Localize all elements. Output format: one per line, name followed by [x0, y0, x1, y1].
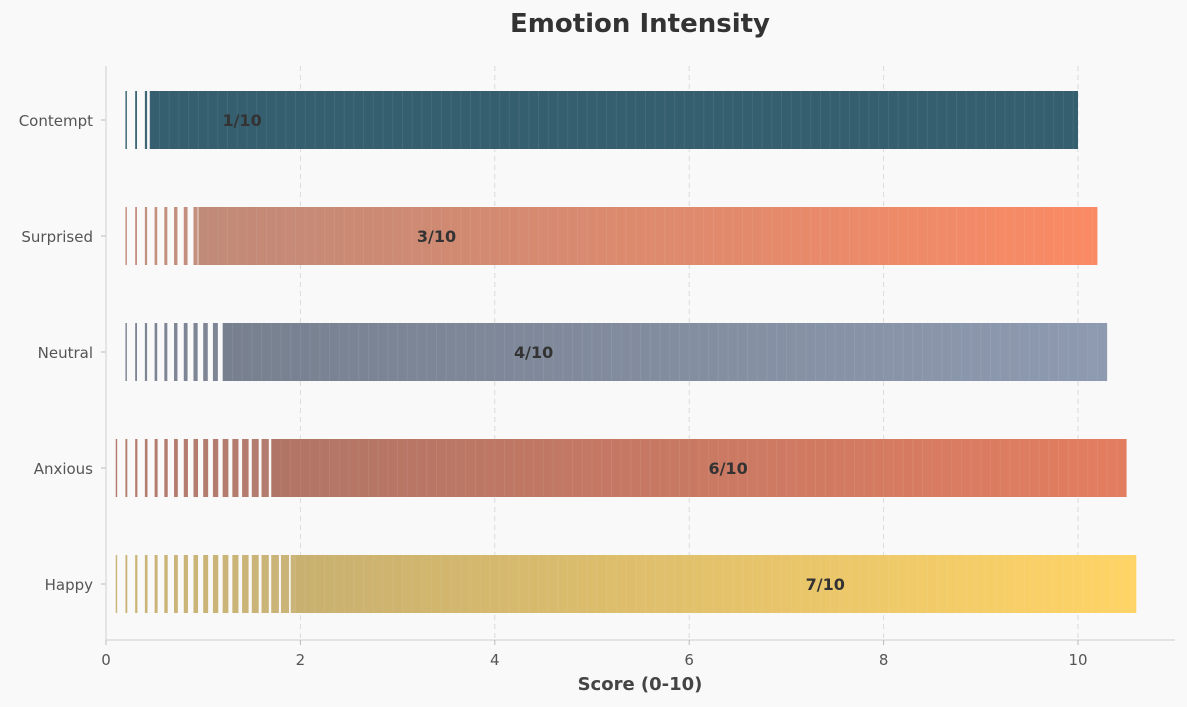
bar-segment: [222, 439, 229, 497]
bar-segment: [280, 555, 290, 613]
bar-segment: [125, 555, 128, 613]
bar-segment: [125, 207, 127, 265]
bar-segment: [144, 439, 148, 497]
bar-segment: [203, 439, 209, 497]
bar-segment: [261, 439, 269, 497]
bar-segment: [261, 555, 269, 613]
bar-segment: [232, 555, 239, 613]
bar-neutral: [125, 323, 1108, 381]
bar-segment: [174, 555, 178, 613]
bar-segment: [164, 323, 168, 381]
bar-segment: [135, 323, 138, 381]
bar-body: [271, 439, 1127, 497]
bar-segment: [154, 439, 158, 497]
value-label: 3/10: [417, 227, 456, 246]
bar-segment: [164, 439, 168, 497]
bar-segment: [115, 439, 118, 497]
bar-happy: [115, 555, 1137, 613]
bar-body: [222, 323, 1108, 381]
bar-segment: [193, 439, 199, 497]
bar-segment: [183, 439, 188, 497]
bar-segment: [154, 323, 158, 381]
bar-anxious: [115, 439, 1127, 497]
bars: [115, 91, 1137, 613]
bar-body: [149, 91, 1079, 149]
axes: Contempt Surprised Neutral Anxious Happy 0 2 4 6…: [19, 66, 1175, 669]
bar-segment: [242, 439, 249, 497]
bar-segment: [193, 555, 199, 613]
x-tick-label: 8: [879, 651, 889, 669]
x-axis-label: Score (0-10): [578, 674, 703, 695]
x-tick-label: 4: [490, 651, 500, 669]
bar-segment: [164, 207, 168, 265]
bar-segment: [251, 439, 259, 497]
bar-segment: [242, 555, 249, 613]
x-tick-label: 0: [101, 651, 111, 669]
bar-segment: [164, 555, 168, 613]
bar-segment: [203, 555, 209, 613]
bar-segment: [135, 91, 138, 149]
bar-segment: [144, 323, 148, 381]
bar-segment: [174, 207, 178, 265]
bar-segment: [135, 439, 138, 497]
bar-segment: [174, 439, 178, 497]
bar-segment: [222, 555, 229, 613]
bar-segment: [115, 555, 118, 613]
grid-lines: [299, 66, 1079, 640]
bar-segment: [183, 207, 188, 265]
bar-segment: [144, 207, 148, 265]
bar-segment: [144, 91, 148, 149]
bar-segment: [232, 439, 239, 497]
bar-segment: [183, 555, 188, 613]
y-tick-label: Anxious: [34, 460, 93, 478]
x-tick-label: 10: [1068, 651, 1087, 669]
bar-segment: [212, 439, 219, 497]
bar-surprised: [125, 207, 1098, 265]
bar-segment: [125, 91, 127, 149]
bar-body: [198, 207, 1098, 265]
value-label: 4/10: [514, 343, 553, 362]
bar-segment: [212, 323, 218, 381]
bar-segment: [125, 323, 127, 381]
bar-segment: [144, 555, 148, 613]
bar-body: [295, 555, 1137, 613]
x-tick-label: 2: [296, 651, 306, 669]
value-label: 1/10: [222, 111, 261, 130]
bar-segment: [203, 323, 208, 381]
chart-title: Emotion Intensity: [510, 9, 770, 39]
y-tick-label: Contempt: [19, 112, 93, 130]
bar-segment: [135, 555, 138, 613]
bar-segment: [174, 323, 178, 381]
bar-segment: [290, 555, 299, 613]
bar-segment: [183, 323, 188, 381]
x-tick-label: 6: [684, 651, 694, 669]
bar-segment: [125, 439, 128, 497]
value-label: 7/10: [806, 575, 845, 594]
bar-segment: [251, 555, 259, 613]
value-labels: 1/10 3/10 4/10 6/10 7/10: [222, 111, 844, 594]
bar-segment: [154, 207, 158, 265]
bar-contempt: [125, 91, 1079, 149]
bar-segment: [193, 323, 198, 381]
value-label: 6/10: [708, 459, 747, 478]
bar-segment: [135, 207, 138, 265]
bar-segment: [154, 555, 158, 613]
bar-segment: [271, 555, 279, 613]
y-tick-label: Neutral: [38, 344, 93, 362]
y-tick-label: Happy: [45, 576, 94, 594]
y-tick-label: Surprised: [21, 228, 93, 246]
bar-segment: [212, 555, 219, 613]
bar-segment: [193, 207, 198, 265]
